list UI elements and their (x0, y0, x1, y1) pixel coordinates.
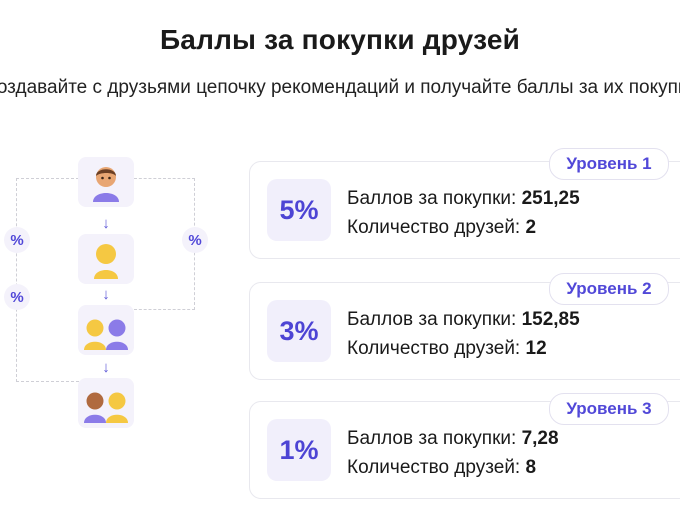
friends-label: Количество друзей: (347, 457, 521, 478)
friends-value: 8 (525, 457, 537, 478)
connector-left-outer (16, 178, 79, 382)
user-icon (93, 167, 119, 202)
tree-node-two-friends (78, 305, 134, 355)
page-subtitle: Создавайте с друзьями цепочку рекомендац… (0, 77, 680, 98)
friends-value: 12 (525, 338, 547, 359)
level-percent: 1% (267, 419, 331, 481)
percent-badge-left-bottom: % (4, 284, 30, 310)
page-title: Баллы за покупки друзей (159, 24, 521, 55)
friends-group-icon (84, 392, 128, 423)
points-label: Баллов за покупки: (347, 428, 517, 449)
level-badge-2: Уровень 2 (549, 273, 669, 305)
points-line: Баллов за покупки: 7,28 (347, 428, 559, 450)
percent-badge-left-top: % (4, 227, 30, 253)
tree-node-user (78, 157, 134, 207)
points-value: 251,25 (521, 188, 580, 209)
points-label: Баллов за покупки: (347, 309, 517, 330)
points-value: 7,28 (521, 428, 559, 449)
points-label: Баллов за покупки: (347, 188, 517, 209)
tree-node-friends-group (78, 378, 134, 428)
arrow-down-3: ↓ (102, 359, 110, 376)
two-friends-icon (84, 319, 128, 350)
friends-line: Количество друзей: 2 (347, 217, 536, 239)
level-badge-1: Уровень 1 (549, 148, 669, 180)
friends-value: 2 (525, 217, 537, 238)
friends-label: Количество друзей: (347, 338, 521, 359)
friend-icon (94, 244, 118, 279)
level-card-2: 3% Баллов за покупки: 152,85 Количество … (249, 282, 680, 380)
arrow-down-1: ↓ (102, 215, 110, 232)
percent-badge-right: % (182, 227, 208, 253)
level-badge-3: Уровень 3 (549, 393, 669, 425)
friends-label: Количество друзей: (347, 217, 521, 238)
points-line: Баллов за покупки: 251,25 (347, 188, 580, 210)
arrow-down-2: ↓ (102, 286, 110, 303)
level-percent: 3% (267, 300, 331, 362)
points-line: Баллов за покупки: 152,85 (347, 309, 580, 331)
friends-line: Количество друзей: 8 (347, 457, 536, 479)
tree-node-friend (78, 234, 134, 284)
points-value: 152,85 (521, 309, 580, 330)
level-percent: 5% (267, 179, 331, 241)
friends-line: Количество друзей: 12 (347, 338, 547, 360)
